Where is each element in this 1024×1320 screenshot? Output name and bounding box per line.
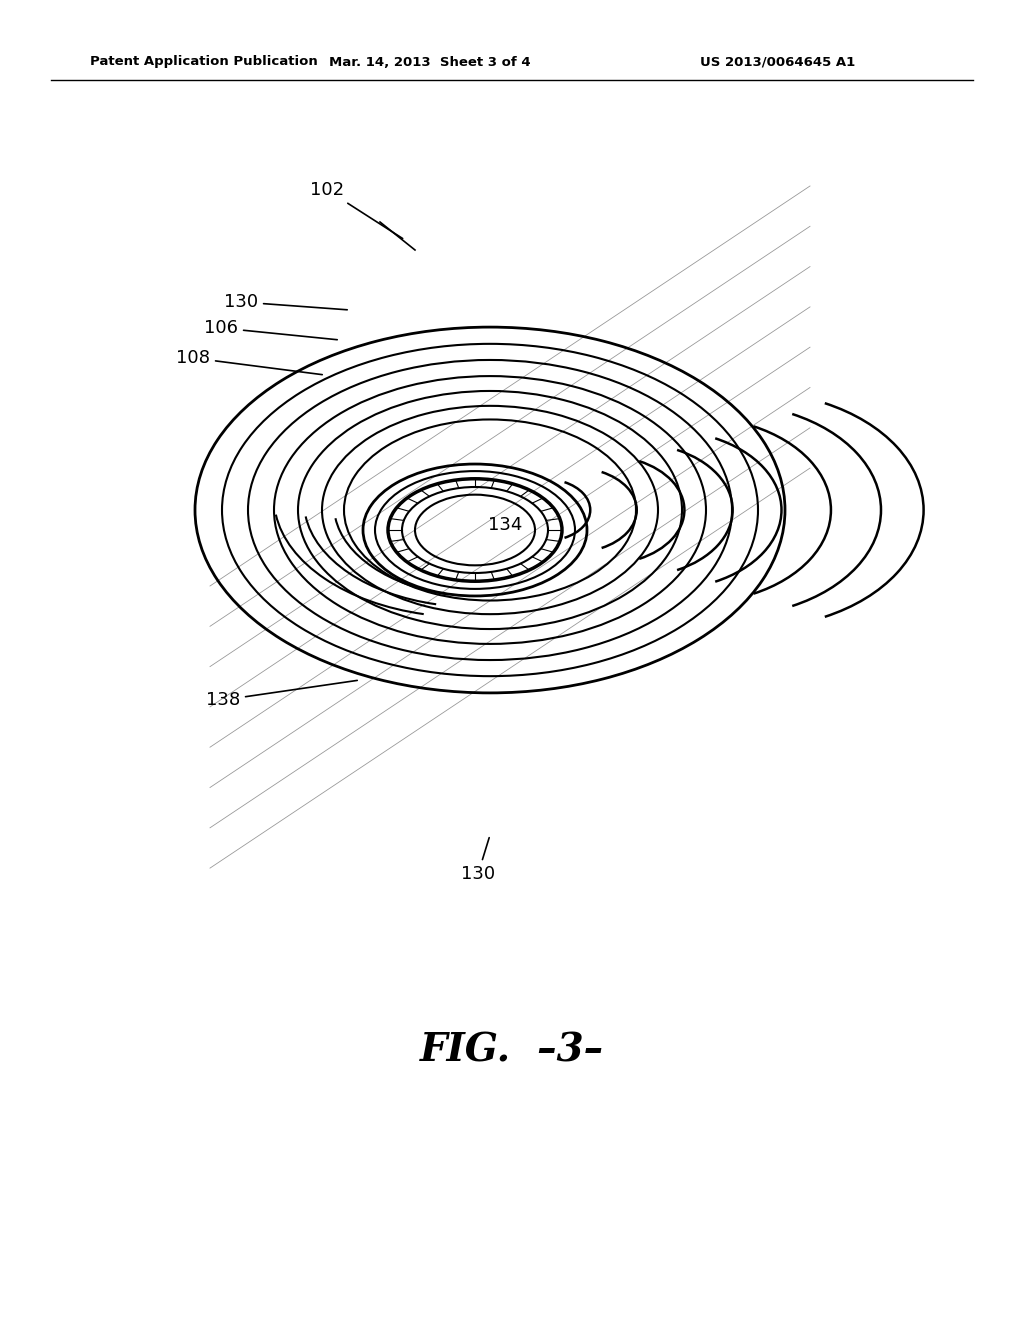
Text: 106: 106 <box>204 319 337 339</box>
Text: 102: 102 <box>310 181 402 239</box>
Text: US 2013/0064645 A1: US 2013/0064645 A1 <box>700 55 855 69</box>
Text: 138: 138 <box>206 680 357 709</box>
Text: 134: 134 <box>487 516 522 535</box>
Text: 108: 108 <box>176 348 323 375</box>
Text: Mar. 14, 2013  Sheet 3 of 4: Mar. 14, 2013 Sheet 3 of 4 <box>329 55 530 69</box>
Text: FIG.  –3–: FIG. –3– <box>420 1031 604 1069</box>
Text: 130: 130 <box>224 293 347 312</box>
Text: 130: 130 <box>461 838 495 883</box>
Text: Patent Application Publication: Patent Application Publication <box>90 55 317 69</box>
